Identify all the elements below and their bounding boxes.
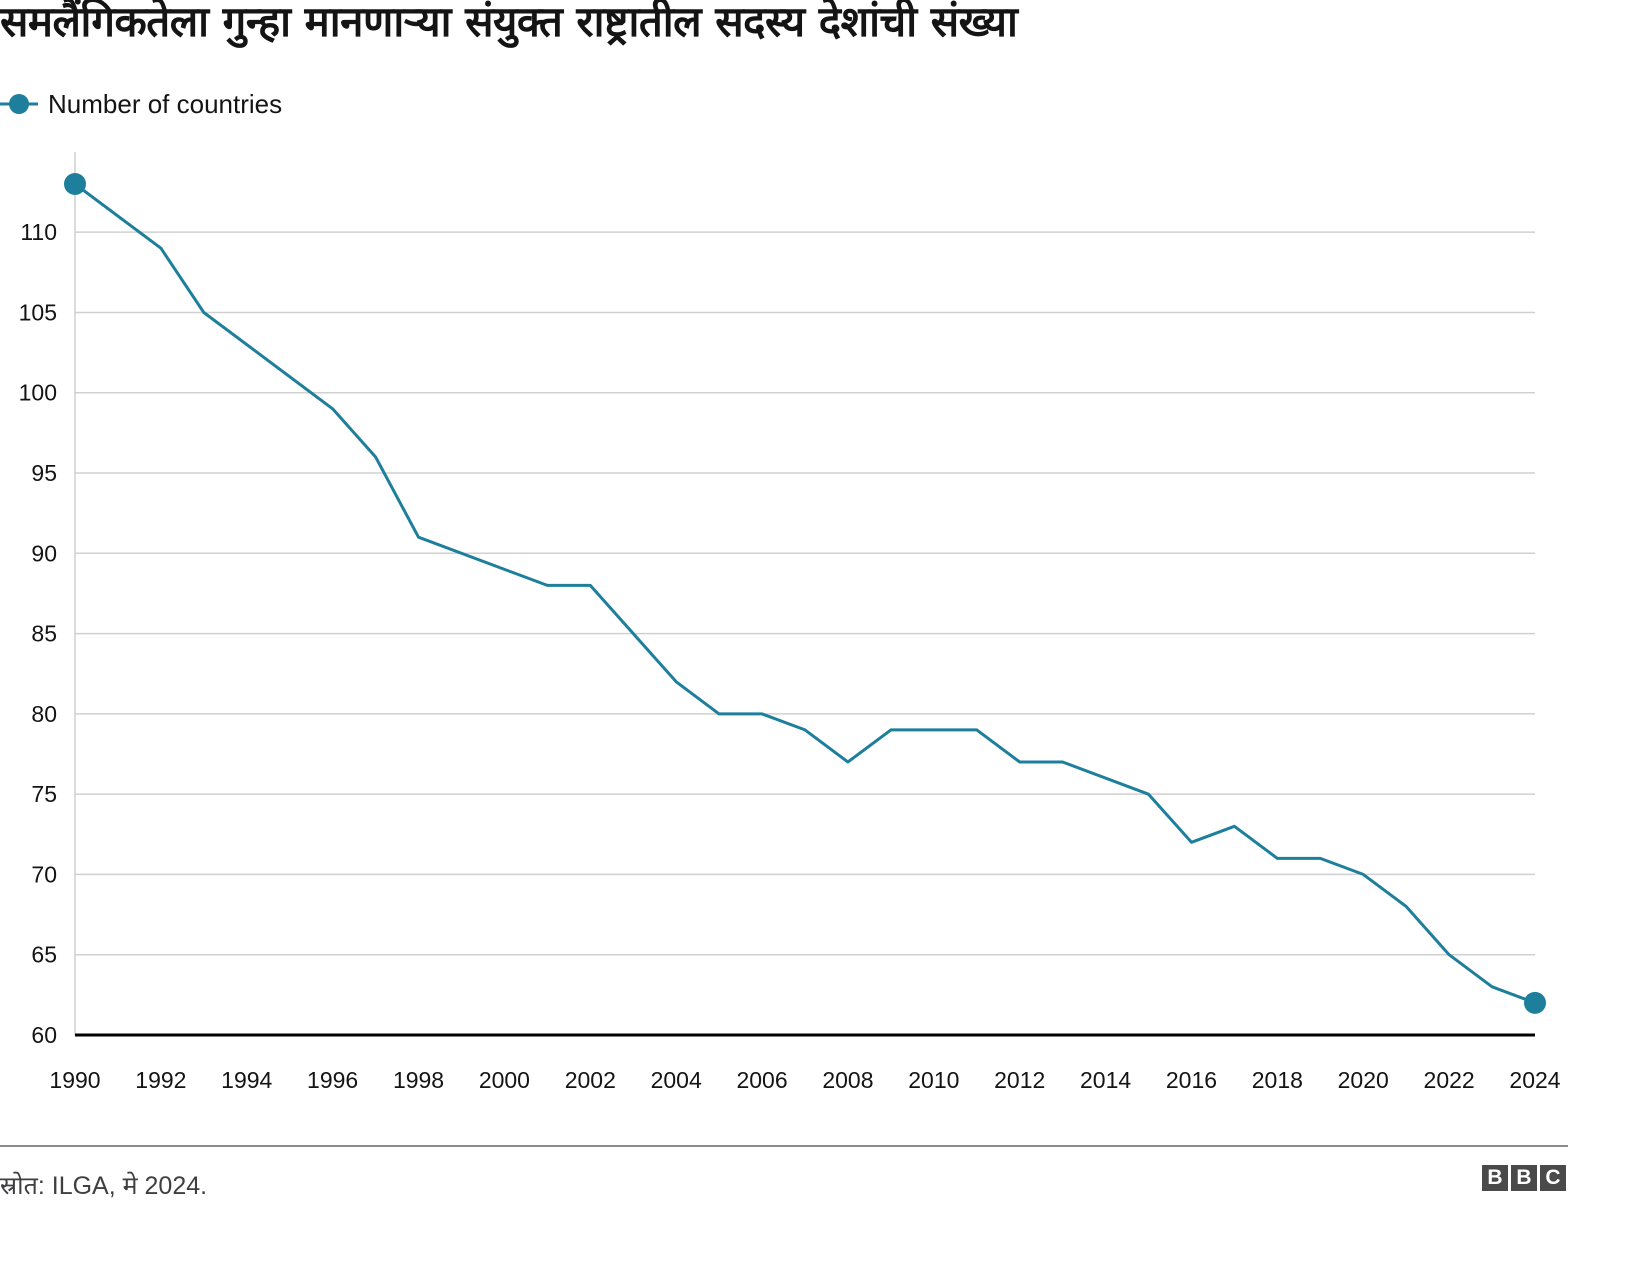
- data-point-2018: [1275, 856, 1279, 860]
- data-point-2001: [545, 583, 549, 587]
- x-tick-label-1996: 1996: [307, 1067, 358, 1093]
- x-tick-label-2000: 2000: [479, 1067, 530, 1093]
- bbc-logo: B B C: [1482, 1165, 1566, 1191]
- x-tick-label-2022: 2022: [1424, 1067, 1475, 1093]
- line-chart: 60 65 70 75 80 85 90 95 100 105 110 1990 1992 1994 199…: [19, 152, 1561, 1093]
- chart-title: समलैंगिकतेला गुन्हा मानणाऱ्या संयुक्त रा…: [0, 0, 1018, 46]
- end-marker-start: [64, 173, 86, 195]
- x-tick-label-2024: 2024: [1509, 1067, 1560, 1093]
- data-point-1998: [417, 535, 421, 539]
- y-tick-label-105: 105: [19, 299, 57, 325]
- data-point-2016: [1189, 840, 1193, 844]
- data-point-2015: [1147, 792, 1151, 796]
- data-point-2017: [1232, 824, 1236, 828]
- x-tick-label-2006: 2006: [736, 1067, 787, 1093]
- data-point-2008: [846, 760, 850, 764]
- y-tick-label-110: 110: [20, 219, 57, 245]
- footer-divider: [0, 1145, 1568, 1147]
- data-point-2012: [1018, 760, 1022, 764]
- data-point-2005: [717, 712, 721, 716]
- data-point-2002: [588, 583, 592, 587]
- end-marker-end: [1524, 991, 1546, 1014]
- logo-letter-c: C: [1540, 1165, 1566, 1191]
- data-point-1993: [202, 310, 206, 314]
- y-tick-label-95: 95: [31, 460, 57, 486]
- y-tick-label-60: 60: [31, 1022, 57, 1048]
- x-tick-label-2002: 2002: [565, 1067, 616, 1093]
- x-tick-label-2020: 2020: [1338, 1067, 1389, 1093]
- data-point-2020: [1361, 872, 1365, 876]
- data-point-1992: [159, 246, 163, 250]
- legend-marker-icon: [0, 94, 38, 114]
- x-tick-label-2018: 2018: [1252, 1067, 1303, 1093]
- x-tick-label-2008: 2008: [822, 1067, 873, 1093]
- data-point-2006: [760, 712, 764, 716]
- y-tick-label-80: 80: [31, 701, 57, 727]
- y-tick-label-90: 90: [31, 540, 57, 566]
- data-point-2022: [1447, 953, 1451, 957]
- x-tick-label-1992: 1992: [135, 1067, 186, 1093]
- source-note: स्रोत: ILGA, मे 2024.: [0, 1172, 208, 1200]
- x-tick-label-2014: 2014: [1080, 1067, 1131, 1093]
- series-line-0: [74, 182, 1536, 1005]
- y-tick-label-65: 65: [31, 942, 57, 968]
- data-point-2021: [1404, 905, 1408, 909]
- data-point-2011: [975, 728, 979, 732]
- legend-label: Number of countries: [48, 88, 283, 119]
- x-tick-label-1990: 1990: [49, 1067, 100, 1093]
- logo-letter-b1: B: [1482, 1165, 1508, 1191]
- x-tick-label-1994: 1994: [221, 1067, 272, 1093]
- data-point-2013: [1061, 760, 1065, 764]
- y-tick-label-70: 70: [31, 861, 57, 887]
- data-point-2009: [889, 728, 893, 732]
- data-point-1996: [331, 407, 335, 411]
- y-tick-label-75: 75: [31, 781, 57, 807]
- data-point-2007: [803, 728, 807, 732]
- x-tick-label-1998: 1998: [393, 1067, 444, 1093]
- x-tick-label-2012: 2012: [994, 1067, 1045, 1093]
- x-tick-label-2004: 2004: [651, 1067, 702, 1093]
- x-tick-label-2016: 2016: [1166, 1067, 1217, 1093]
- y-tick-label-85: 85: [31, 621, 57, 647]
- data-point-1997: [374, 455, 378, 459]
- logo-letter-b2: B: [1511, 1165, 1537, 1191]
- data-point-2004: [674, 680, 678, 684]
- y-tick-label-100: 100: [19, 380, 57, 406]
- x-tick-label-2010: 2010: [908, 1067, 959, 1093]
- data-point-2023: [1490, 985, 1494, 989]
- data-point-2019: [1318, 856, 1322, 860]
- legend: Number of countries: [0, 86, 282, 122]
